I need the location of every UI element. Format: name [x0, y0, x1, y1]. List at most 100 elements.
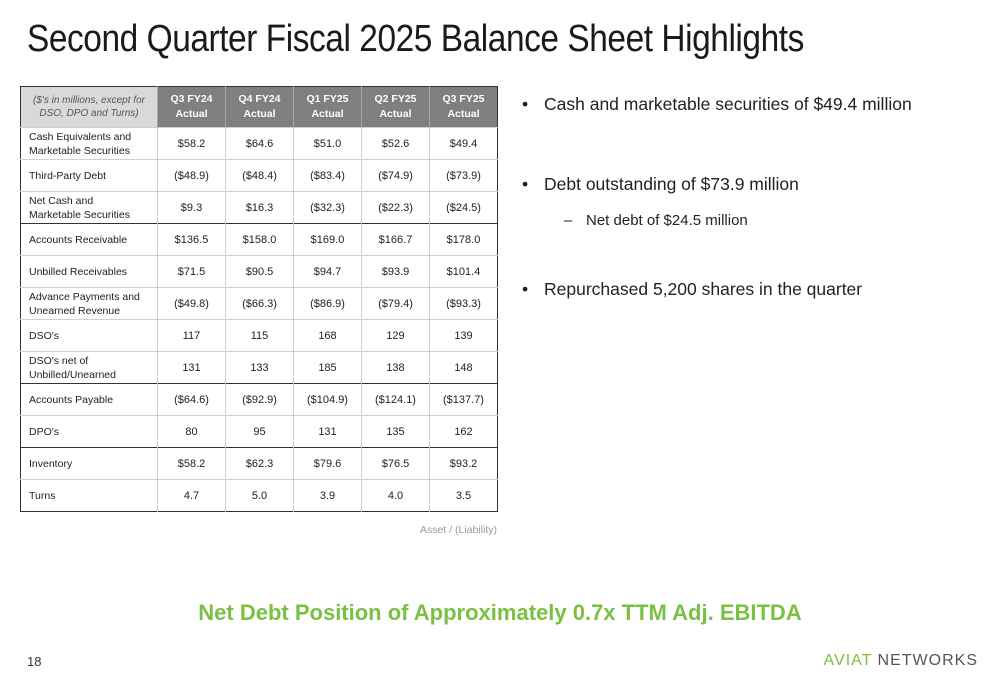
column-header-line: Actual — [379, 108, 412, 120]
table-row: Inventory $58.2 $62.3 $79.6 $76.5 $93.2 — [20, 447, 498, 480]
slide-title: Second Quarter Fiscal 2025 Balance Sheet… — [27, 18, 804, 60]
row-label: Turns — [20, 479, 158, 512]
row-label: Net Cash and Marketable Securities — [20, 191, 158, 224]
table-cell: ($66.3) — [225, 287, 294, 320]
sub-bullet-text: Net debt of $24.5 million — [586, 212, 748, 229]
asset-liability-note: Asset / (Liability) — [419, 524, 497, 536]
table-cell: $76.5 — [361, 447, 430, 480]
column-header-line: Actual — [447, 108, 480, 120]
column-header: Q2 FY25 Actual — [361, 86, 430, 128]
row-label: Accounts Payable — [20, 383, 158, 416]
table-cell: 129 — [361, 319, 430, 352]
row-label-line: Accounts Payable — [29, 393, 114, 406]
table-cell: $16.3 — [225, 191, 294, 224]
table-cell: $58.2 — [157, 127, 226, 160]
table-cell: 138 — [361, 351, 430, 384]
table-row: DSO's net of Unbilled/Unearned 131 133 185 13… — [20, 351, 498, 384]
row-label: Advance Payments and Unearned Revenue — [20, 287, 158, 320]
row-label: Cash Equivalents and Marketable Securitie… — [20, 127, 158, 160]
aviat-networks-logo: AVIAT NETWORKS — [824, 652, 978, 670]
table-cell: 162 — [429, 415, 498, 448]
table-cell: 4.0 — [361, 479, 430, 512]
table-header-row: ($'s in millions, except for DSO, DPO an… — [20, 86, 498, 128]
bullet-repurchase: • Repurchased 5,200 shares in the quarter — [522, 279, 862, 300]
row-label-line: Inventory — [29, 457, 73, 470]
table-cell: ($32.3) — [293, 191, 362, 224]
row-label-line: Unbilled Receivables — [29, 265, 128, 278]
table-cell: ($73.9) — [429, 159, 498, 192]
column-header-line: Q3 FY24 — [170, 93, 213, 105]
column-header-line: Q3 FY25 — [442, 93, 485, 105]
table-cell: ($83.4) — [293, 159, 362, 192]
row-label: DSO's net of Unbilled/Unearned — [20, 351, 158, 384]
table-cell: 117 — [157, 319, 226, 352]
table-cell: $90.5 — [225, 255, 294, 288]
table-cell: ($49.8) — [157, 287, 226, 320]
balance-sheet-table: ($'s in millions, except for DSO, DPO an… — [20, 86, 498, 512]
table-cell: ($24.5) — [429, 191, 498, 224]
row-label: DSO's — [20, 319, 158, 352]
table-row: Third-Party Debt ($48.9) ($48.4) ($83.4) ($7… — [20, 159, 498, 192]
table-cell: 5.0 — [225, 479, 294, 512]
table-row: Accounts Payable ($64.6) ($92.9) ($104.9) ($… — [20, 383, 498, 416]
row-label-line: Unearned Revenue — [29, 304, 121, 317]
column-header-line: Q1 FY25 — [306, 93, 349, 105]
column-header: Q4 FY24 Actual — [225, 86, 294, 128]
table-cell: ($64.6) — [157, 383, 226, 416]
table-cell: 95 — [225, 415, 294, 448]
table-cell: ($48.4) — [225, 159, 294, 192]
table-cell: ($48.9) — [157, 159, 226, 192]
table-cell: ($92.9) — [225, 383, 294, 416]
table-cell: $136.5 — [157, 223, 226, 256]
column-header-line: Actual — [311, 108, 344, 120]
table-row: Net Cash and Marketable Securities $9.3 $16… — [20, 191, 498, 224]
net-debt-headline: Net Debt Position of Approximately 0.7x … — [198, 600, 802, 625]
row-label: Third-Party Debt — [20, 159, 158, 192]
table-cell: 3.5 — [429, 479, 498, 512]
table-cell: $71.5 — [157, 255, 226, 288]
column-header-line: Actual — [175, 108, 208, 120]
row-label-line: Turns — [29, 489, 56, 502]
row-label-line: Unbilled/Unearned — [29, 368, 116, 381]
bullet-glyph: • — [522, 279, 529, 299]
column-header: Q3 FY24 Actual — [157, 86, 226, 128]
table-cell: 133 — [225, 351, 294, 384]
table-row: Advance Payments and Unearned Revenue ($49… — [20, 287, 498, 320]
sub-bullet-net-debt: – Net debt of $24.5 million — [564, 212, 748, 229]
table-cell: $94.7 — [293, 255, 362, 288]
table-row: Turns 4.7 5.0 3.9 4.0 3.5 — [20, 479, 498, 512]
table-cell: $79.6 — [293, 447, 362, 480]
table-cell: 135 — [361, 415, 430, 448]
bullet-glyph: • — [522, 174, 529, 194]
table-cell: ($124.1) — [361, 383, 430, 416]
table-cell: 185 — [293, 351, 362, 384]
table-cell: ($86.9) — [293, 287, 362, 320]
row-label-line: Third-Party Debt — [29, 169, 107, 182]
table-row: Unbilled Receivables $71.5 $90.5 $94.7 $93.9… — [20, 255, 498, 288]
table-cell: 80 — [157, 415, 226, 448]
row-label-line: Advance Payments and — [29, 290, 140, 303]
table-cell: $52.6 — [361, 127, 430, 160]
table-cell: $49.4 — [429, 127, 498, 160]
table-cell: $93.2 — [429, 447, 498, 480]
row-label-line: Accounts Receivable — [29, 233, 128, 246]
table-row: Cash Equivalents and Marketable Securitie… — [20, 127, 498, 160]
table-cell: 3.9 — [293, 479, 362, 512]
column-header: Q1 FY25 Actual — [293, 86, 362, 128]
table-cell: $101.4 — [429, 255, 498, 288]
table-cell: $178.0 — [429, 223, 498, 256]
row-label-line: DPO's — [29, 425, 60, 438]
table-cell: $93.9 — [361, 255, 430, 288]
table-cell: $169.0 — [293, 223, 362, 256]
table-cell: ($79.4) — [361, 287, 430, 320]
row-label-line: Marketable Securities — [29, 208, 130, 221]
bullet-text: Cash and marketable securities of $49.4 … — [544, 94, 912, 114]
table-cell: $58.2 — [157, 447, 226, 480]
bullet-cash: • Cash and marketable securities of $49.4… — [522, 94, 912, 115]
bullet-debt: • Debt outstanding of $73.9 million — [522, 174, 799, 195]
row-label: Inventory — [20, 447, 158, 480]
table-cell: 4.7 — [157, 479, 226, 512]
table-cell: 115 — [225, 319, 294, 352]
table-cell: $62.3 — [225, 447, 294, 480]
row-label: Unbilled Receivables — [20, 255, 158, 288]
